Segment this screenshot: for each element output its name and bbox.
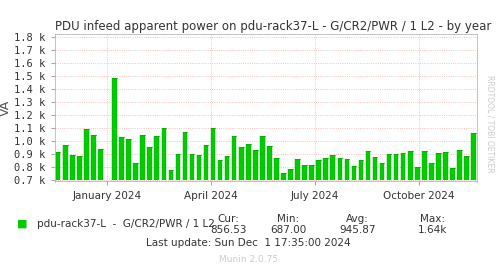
Text: RRDTOOL / TOBI OETIKER: RRDTOOL / TOBI OETIKER bbox=[486, 75, 495, 172]
Text: ■: ■ bbox=[17, 219, 28, 229]
Text: Last update: Sun Dec  1 17:35:00 2024: Last update: Sun Dec 1 17:35:00 2024 bbox=[146, 238, 351, 248]
Text: Avg:: Avg: bbox=[346, 214, 369, 224]
Text: 687.00: 687.00 bbox=[270, 225, 306, 235]
Text: Min:: Min: bbox=[277, 214, 299, 224]
Text: Max:: Max: bbox=[420, 214, 445, 224]
Text: 1.64k: 1.64k bbox=[417, 225, 447, 235]
Text: Munin 2.0.75: Munin 2.0.75 bbox=[219, 255, 278, 264]
Text: pdu-rack37-L  -  G/CR2/PWR / 1 L2: pdu-rack37-L - G/CR2/PWR / 1 L2 bbox=[37, 219, 215, 229]
Text: 945.87: 945.87 bbox=[339, 225, 376, 235]
Text: 856.53: 856.53 bbox=[210, 225, 247, 235]
Text: PDU infeed apparent power on pdu-rack37-L - G/CR2/PWR / 1 L2 - by year: PDU infeed apparent power on pdu-rack37-… bbox=[55, 20, 491, 33]
Text: Cur:: Cur: bbox=[218, 214, 240, 224]
Y-axis label: VA: VA bbox=[0, 100, 11, 116]
